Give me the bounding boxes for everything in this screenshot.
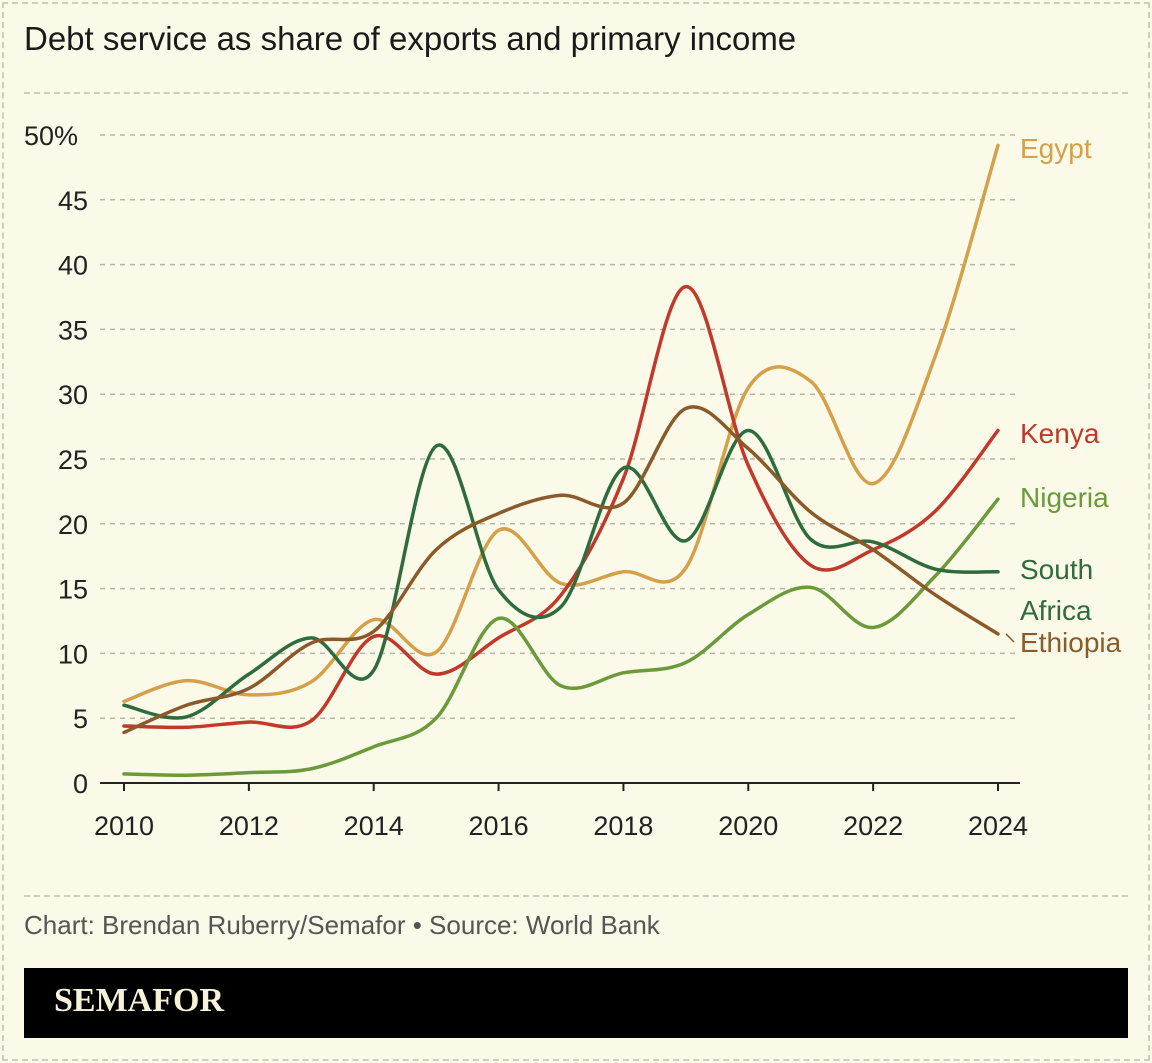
chart-title: Debt service as share of exports and pri… [24, 20, 797, 57]
label-leader [1005, 633, 1015, 643]
y-tick-label: 50% [24, 121, 78, 151]
y-tick-label: 15 [58, 575, 88, 605]
y-tick-label: 30 [58, 380, 88, 410]
x-tick-label: 2018 [593, 811, 653, 841]
x-tick-label: 2012 [219, 811, 279, 841]
y-tick-label: 5 [73, 704, 88, 734]
y-tick-label: 45 [58, 186, 88, 216]
y-tick-label: 35 [58, 315, 88, 345]
series-label-ethiopia: Ethiopia [1020, 627, 1122, 658]
series-label-kenya: Kenya [1020, 418, 1100, 449]
divider [24, 895, 1128, 897]
series-line-kenya [122, 284, 1000, 730]
series-label-egypt: Egypt [1020, 133, 1092, 164]
series-label-nigeria: Nigeria [1020, 482, 1109, 513]
y-tick-label: 10 [58, 639, 88, 669]
x-tick-label: 2020 [718, 811, 778, 841]
y-tick-label: 20 [58, 510, 88, 540]
chart-credit: Chart: Brendan Ruberry/Semafor • Source:… [24, 910, 660, 940]
x-tick-label: 2014 [344, 811, 404, 841]
divider [24, 92, 1128, 94]
series-label-south-africa: South Africa [1020, 554, 1093, 626]
series-line-egypt [122, 143, 1000, 704]
x-tick-label: 2010 [94, 811, 154, 841]
logo-text: SEMAFOR [54, 982, 224, 1019]
series-line-nigeria [122, 497, 1000, 777]
semafor-logo: SEMAFOR [24, 968, 1128, 1038]
chart-plot: 0 5 10 15 20 25 30 35 40 45 50% 2010 2012 2014 2016 201… [24, 121, 1122, 841]
series-line-south-africa [122, 428, 1000, 720]
x-tick-label: 2024 [968, 811, 1028, 841]
x-tick-label: 2016 [469, 811, 529, 841]
x-tick-label: 2022 [843, 811, 903, 841]
y-tick-label: 25 [58, 445, 88, 475]
y-tick-label: 0 [73, 769, 88, 799]
series-line-ethiopia [122, 405, 1000, 735]
y-tick-label: 40 [58, 251, 88, 281]
